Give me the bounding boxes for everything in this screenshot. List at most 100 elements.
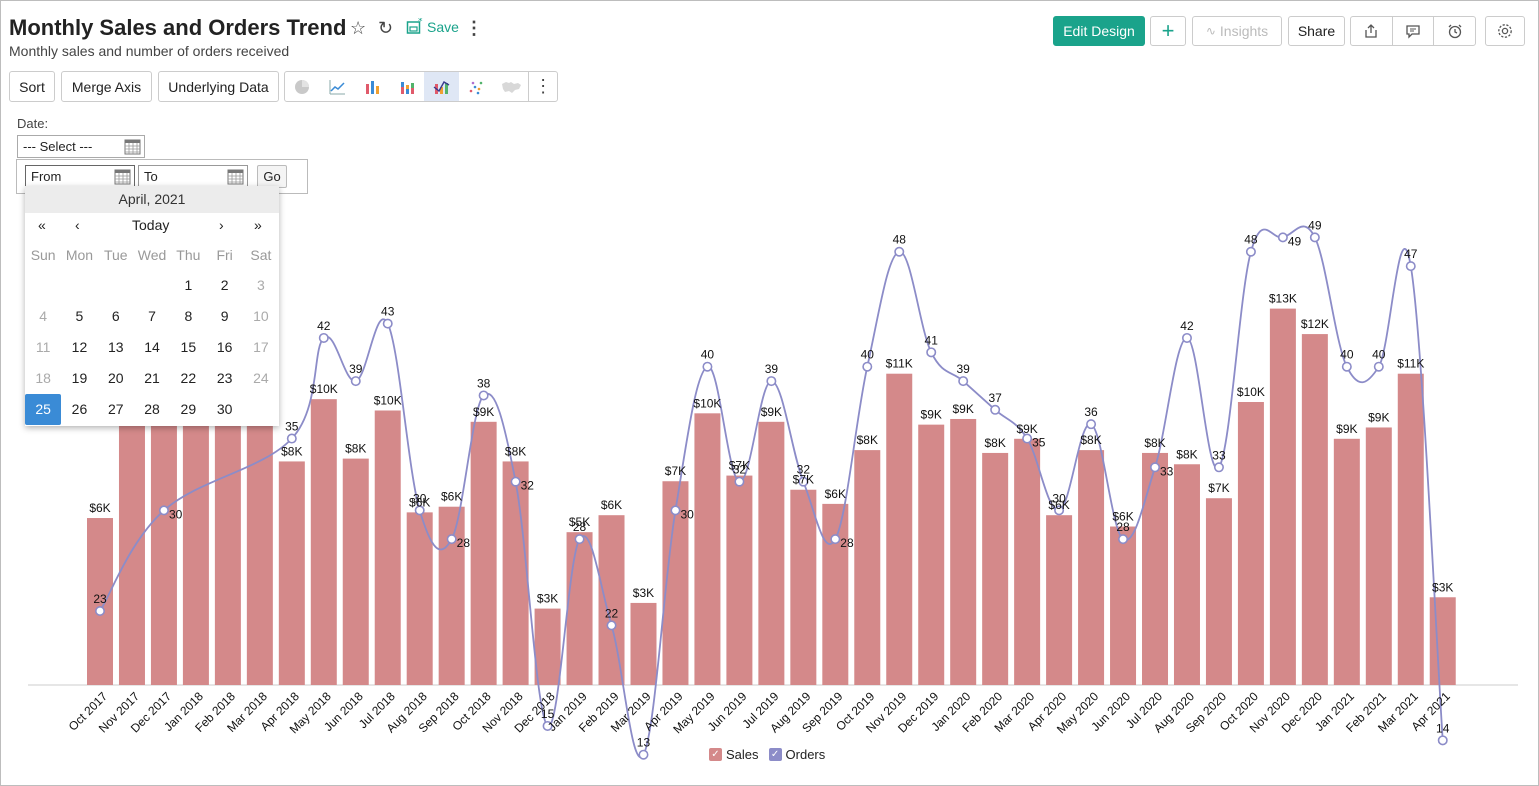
orders-point[interactable] bbox=[926, 347, 937, 358]
next-year-icon[interactable]: » bbox=[254, 217, 262, 233]
today-link[interactable]: Today bbox=[132, 217, 170, 233]
sales-bar[interactable] bbox=[598, 515, 625, 685]
bar-line-combo-icon[interactable] bbox=[424, 72, 459, 101]
orders-point[interactable] bbox=[382, 318, 393, 329]
orders-point[interactable] bbox=[478, 390, 489, 401]
line-chart-icon[interactable] bbox=[320, 72, 355, 101]
sales-bar[interactable] bbox=[1173, 464, 1200, 685]
sales-bar[interactable] bbox=[982, 452, 1009, 685]
sales-bar[interactable] bbox=[1397, 373, 1424, 685]
sales-bar[interactable] bbox=[342, 458, 369, 685]
orders-point[interactable] bbox=[286, 433, 297, 444]
calendar-day-24[interactable]: 24 bbox=[253, 370, 269, 386]
legend-sales-label[interactable]: Sales bbox=[726, 747, 759, 762]
merge-axis-button[interactable]: Merge Axis bbox=[61, 71, 152, 102]
sales-bar[interactable] bbox=[822, 503, 849, 685]
star-icon[interactable]: ☆ bbox=[350, 18, 367, 38]
calendar-day-20[interactable]: 20 bbox=[107, 370, 124, 386]
orders-point[interactable] bbox=[414, 505, 425, 516]
sales-bar[interactable] bbox=[1046, 515, 1073, 685]
legend-orders-checkbox[interactable]: ✓ bbox=[768, 748, 782, 761]
calendar-day-2[interactable]: 2 bbox=[220, 277, 229, 293]
save-button[interactable]: * Save bbox=[406, 18, 459, 36]
sales-bar[interactable] bbox=[1014, 438, 1041, 685]
next-month-icon[interactable]: › bbox=[219, 217, 224, 233]
orders-point[interactable] bbox=[638, 749, 649, 760]
calendar-day-16[interactable]: 16 bbox=[216, 339, 233, 355]
export-icon[interactable] bbox=[1351, 17, 1393, 45]
calendar-day-7[interactable]: 7 bbox=[148, 308, 156, 324]
orders-point[interactable] bbox=[350, 376, 361, 387]
orders-point[interactable] bbox=[1150, 462, 1161, 473]
orders-point[interactable] bbox=[158, 505, 169, 516]
sales-bar[interactable] bbox=[278, 461, 305, 685]
orders-point[interactable] bbox=[1213, 462, 1224, 473]
orders-point[interactable] bbox=[1022, 433, 1033, 444]
from-date-input[interactable]: From bbox=[25, 165, 135, 188]
stacked-bar-chart-icon[interactable] bbox=[389, 72, 424, 101]
orders-point[interactable] bbox=[670, 505, 681, 516]
calendar-day-9[interactable]: 9 bbox=[220, 308, 229, 324]
orders-point[interactable] bbox=[1341, 361, 1352, 372]
calendar-day-10[interactable]: 10 bbox=[253, 308, 269, 324]
orders-point[interactable] bbox=[1181, 332, 1192, 343]
edit-design-button[interactable]: Edit Design bbox=[1053, 16, 1145, 46]
orders-point[interactable] bbox=[1086, 419, 1097, 430]
orders-point[interactable] bbox=[1437, 735, 1448, 746]
orders-point[interactable] bbox=[958, 376, 969, 387]
sales-bar[interactable] bbox=[630, 602, 657, 685]
calendar-day-11[interactable]: 11 bbox=[35, 339, 51, 355]
orders-point[interactable] bbox=[830, 534, 841, 545]
sales-bar[interactable] bbox=[854, 450, 881, 685]
orders-point[interactable] bbox=[1054, 505, 1065, 516]
orders-point[interactable] bbox=[862, 361, 873, 372]
sales-bar[interactable] bbox=[470, 421, 497, 685]
pie-chart-icon[interactable] bbox=[285, 72, 320, 101]
sales-bar[interactable] bbox=[918, 424, 945, 685]
from-calendar-icon[interactable] bbox=[114, 168, 131, 185]
sales-bar[interactable] bbox=[310, 399, 337, 685]
orders-point[interactable] bbox=[542, 720, 553, 731]
calendar-day-25[interactable]: 25 bbox=[25, 394, 62, 425]
alarm-icon[interactable] bbox=[1434, 17, 1475, 45]
orders-point[interactable] bbox=[318, 332, 329, 343]
orders-point[interactable] bbox=[1309, 232, 1320, 243]
orders-point[interactable] bbox=[894, 246, 905, 257]
calendar-day-5[interactable]: 5 bbox=[75, 308, 84, 324]
sales-bar[interactable] bbox=[1269, 308, 1296, 685]
orders-point[interactable] bbox=[1118, 534, 1129, 545]
to-calendar-icon[interactable] bbox=[227, 168, 244, 185]
orders-point[interactable] bbox=[990, 404, 1001, 415]
sales-bar[interactable] bbox=[758, 421, 785, 685]
insights-button[interactable]: ∿ Insights bbox=[1192, 16, 1282, 46]
sales-bar[interactable] bbox=[1205, 498, 1232, 685]
sales-bar[interactable] bbox=[87, 518, 113, 685]
sales-bar[interactable] bbox=[1237, 402, 1264, 685]
orders-point[interactable] bbox=[574, 534, 585, 545]
sales-bar[interactable] bbox=[790, 489, 817, 685]
sales-bar[interactable] bbox=[374, 410, 401, 685]
prev-year-icon[interactable]: « bbox=[38, 217, 46, 233]
orders-point[interactable] bbox=[606, 620, 617, 631]
calendar-day-14[interactable]: 14 bbox=[144, 339, 160, 355]
more-vertical-icon[interactable]: ⋮ bbox=[465, 18, 483, 38]
calendar-day-13[interactable]: 13 bbox=[107, 339, 124, 355]
orders-point[interactable] bbox=[702, 361, 713, 372]
sales-bar[interactable] bbox=[438, 506, 465, 685]
orders-point[interactable] bbox=[1373, 361, 1384, 372]
sales-bar[interactable] bbox=[1142, 452, 1169, 685]
sales-bar[interactable] bbox=[1078, 450, 1105, 685]
sales-bar[interactable] bbox=[502, 461, 529, 685]
sort-button[interactable]: Sort bbox=[9, 71, 55, 102]
orders-point[interactable] bbox=[95, 605, 106, 616]
calendar-icon[interactable] bbox=[124, 138, 141, 155]
sales-bar[interactable] bbox=[694, 413, 721, 685]
calendar-day-30[interactable]: 30 bbox=[216, 401, 233, 417]
sales-bar[interactable] bbox=[950, 418, 977, 685]
sales-bar[interactable] bbox=[726, 475, 753, 685]
refresh-icon[interactable]: ↻ bbox=[378, 18, 394, 38]
scatter-chart-icon[interactable] bbox=[459, 72, 494, 101]
calendar-day-8[interactable]: 8 bbox=[184, 308, 193, 324]
sales-bar[interactable] bbox=[1365, 427, 1392, 685]
calendar-day-17[interactable]: 17 bbox=[253, 339, 269, 355]
